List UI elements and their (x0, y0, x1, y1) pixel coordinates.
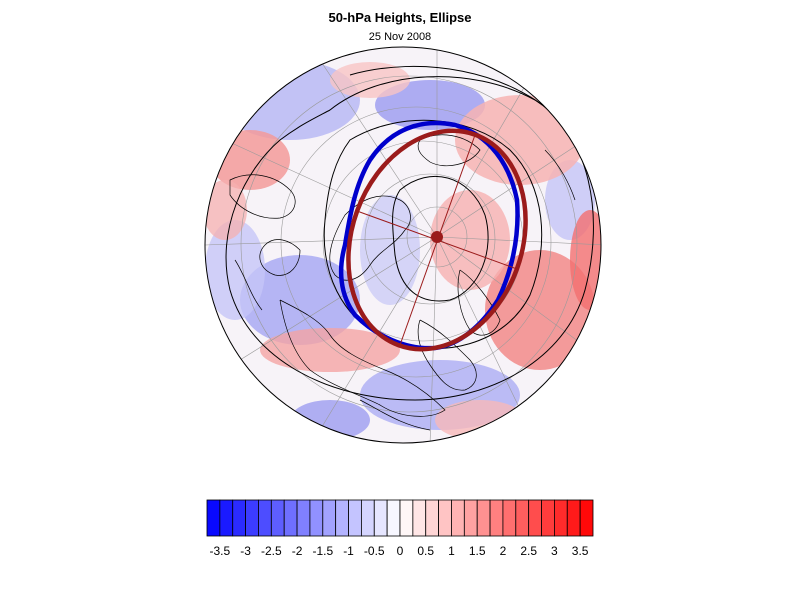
anomaly-blob (375, 80, 485, 130)
colorbar-swatch (528, 499, 542, 537)
chart-title: 50-hPa Heights, Ellipse (328, 10, 471, 25)
globe-outline (204, 46, 602, 444)
colorbar-tick-label: 2 (500, 544, 507, 558)
colorbar-swatch (270, 499, 285, 537)
colorbar-swatch (412, 499, 427, 537)
anomaly-blob (360, 195, 420, 305)
meridian (224, 139, 438, 238)
anomaly-field (205, 47, 601, 443)
colorbar-tick-label: -2.5 (261, 544, 282, 558)
colorbar-swatch (296, 499, 311, 537)
coastline (259, 239, 301, 276)
colorbar-swatch (566, 499, 581, 537)
colorbar-swatch (360, 499, 375, 537)
anomaly-blob (330, 62, 410, 98)
colorbar-tick-label: 3 (551, 544, 558, 558)
colorbar-swatch (438, 499, 452, 537)
colorbar-swatch (232, 499, 247, 537)
colorbar-tick-label: 0 (397, 544, 404, 558)
colorbar-tick-label: -0.5 (364, 544, 385, 558)
colorbar-tick-label: -1 (343, 544, 354, 558)
colorbar-swatch (386, 499, 401, 537)
meridian (239, 236, 438, 361)
colorbar-tick-label: -3 (240, 544, 251, 558)
height-contour (225, 76, 594, 401)
colorbar-swatch (245, 499, 259, 537)
colorbar-swatch (554, 499, 568, 537)
colorbar-swatch (451, 499, 465, 537)
height-contour (349, 66, 561, 121)
graticule (205, 47, 601, 443)
meridian (436, 59, 541, 238)
coastline (234, 259, 263, 311)
colorbar-swatch (322, 499, 337, 537)
colorbar-tick-label: 2.5 (520, 544, 537, 558)
colorbar-swatch (515, 499, 530, 537)
fitted-ellipse-group (346, 128, 528, 352)
coastline (457, 269, 501, 336)
coastline (359, 399, 431, 431)
colorbar-swatch (373, 499, 388, 537)
colorbar-tick-label: 1.5 (469, 544, 486, 558)
height-contour (323, 119, 543, 350)
colorbar-swatch (502, 499, 517, 537)
meridian (436, 236, 601, 246)
coastline (417, 134, 481, 167)
colorbar-swatch (335, 499, 349, 537)
colorbar-swatch (489, 499, 504, 537)
coastlines (229, 134, 576, 431)
colorbar-swatch (206, 499, 221, 537)
coastline (329, 195, 411, 281)
polar-map (204, 46, 602, 444)
colorbar-swatch (258, 499, 272, 537)
colorbar-swatch (541, 499, 555, 537)
anomaly-blob (435, 400, 525, 440)
meridian (436, 236, 531, 431)
latitude-circle (364, 173, 496, 305)
latitude-circle (280, 106, 552, 378)
colorbar-swatch (309, 499, 324, 537)
colorbar-tick-label: 1 (448, 544, 455, 558)
anomaly-blob (205, 180, 247, 240)
height-contours (225, 66, 594, 401)
colorbar-swatch (463, 499, 478, 537)
colorbar-tick-label: 3.5 (572, 544, 589, 558)
colorbar-swatch (348, 499, 362, 537)
colorbar-swatch (425, 499, 440, 537)
anomaly-blob (205, 220, 265, 320)
colorbar-tick-label: 0.5 (417, 544, 434, 558)
coastline (544, 149, 576, 201)
colorbar-swatch (579, 499, 594, 537)
anomaly-blob (290, 400, 370, 440)
colorbar-tick-label: -2 (292, 544, 303, 558)
coastline (229, 174, 296, 219)
meridian (429, 236, 438, 443)
colorbar-tick-label: -1.5 (312, 544, 333, 558)
chart-subtitle: 25 Nov 2008 (369, 31, 431, 43)
colorbar: -3.5 -3 -2.5 -2 -1.5 -1 -0.5 0 0.5 1 1.5 2 2.5 3 3.5 (206, 499, 594, 558)
colorbar-swatch (476, 499, 491, 537)
anomaly-blob (455, 95, 585, 185)
colorbar-swatch (283, 499, 298, 537)
colorbar-tick-label: -3.5 (210, 544, 231, 558)
colorbar-swatch (399, 499, 414, 537)
colorbar-swatch (219, 499, 234, 537)
ellipse-center-marker (431, 231, 443, 243)
coastline (279, 299, 446, 417)
